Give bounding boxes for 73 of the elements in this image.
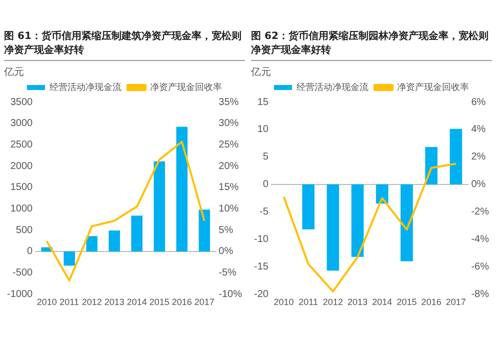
bar — [326, 184, 340, 271]
x-tick-label: 2015 — [396, 297, 417, 308]
y2-tick-label: -6% — [471, 261, 490, 272]
bar — [351, 184, 364, 257]
x-tick-label: 2014 — [126, 297, 147, 308]
x-tick-label: 2017 — [446, 297, 466, 308]
x-tick-label: 2013 — [348, 297, 368, 308]
bar — [64, 251, 75, 266]
y2-tick-label: 0% — [218, 246, 234, 258]
x-tick-label: 2015 — [149, 297, 170, 308]
y2-tick-label: 20% — [218, 160, 239, 172]
bar — [176, 126, 188, 252]
y-tick-label: 1500 — [10, 182, 34, 194]
x-tick-label: 2010 — [274, 297, 294, 308]
y-tick-label: -15 — [254, 261, 269, 272]
y-tick-label: 2500 — [10, 139, 34, 150]
bar — [302, 184, 314, 230]
x-tick-label: 2017 — [194, 297, 214, 308]
x-tick-label: 2011 — [60, 297, 80, 308]
y-tick-label: 0 — [27, 246, 34, 258]
bar — [400, 184, 413, 262]
chart-title: 图 62：货币信用紧缩压制园林净资产现金率，宽松则净资产现金率好转 — [251, 30, 492, 61]
y2-tick-label: 10% — [218, 204, 239, 215]
legend-label: 经营活动净现金流 — [50, 82, 122, 92]
legend-label: 经营活动净现金流 — [296, 82, 368, 92]
bar — [425, 147, 438, 184]
y2-tick-label: -10% — [218, 288, 242, 300]
chart-title: 图 61：货币信用紧缩压制建筑净资产现金率，宽松则净资产现金率好转 — [4, 30, 245, 61]
y2-tick-label: -2% — [471, 206, 490, 218]
y-tick-label: -5 — [260, 206, 269, 218]
y-tick-label: 2000 — [10, 160, 34, 172]
y-tick-label: 5 — [262, 152, 269, 163]
y2-tick-label: 5% — [218, 224, 234, 236]
y2-tick-label: -4% — [471, 234, 490, 246]
y2-tick-label: 2% — [471, 152, 486, 163]
legend-label: 净资产现金回收率 — [397, 82, 469, 92]
y-axis-title: 亿元 — [4, 66, 25, 78]
bar — [131, 216, 142, 252]
x-tick-label: 2011 — [298, 297, 318, 308]
y2-tick-label: 4% — [471, 124, 486, 136]
y-tick-label: -20 — [254, 288, 269, 300]
y-tick-label: -1000 — [7, 288, 34, 300]
x-tick-label: 2013 — [104, 297, 124, 308]
y-tick-label: 10 — [257, 124, 269, 136]
y-tick-label: 0 — [262, 179, 269, 190]
bar — [450, 128, 462, 184]
bar — [108, 230, 120, 252]
y2-tick-label: -8% — [471, 288, 490, 300]
bar — [154, 161, 166, 252]
y2-tick-label: 6% — [471, 96, 486, 108]
x-tick-label: 2016 — [172, 297, 192, 308]
y2-tick-label: 30% — [218, 118, 239, 130]
x-tick-label: 2010 — [36, 297, 57, 308]
y-tick-label: 3500 — [10, 96, 34, 108]
y-tick-label: 3000 — [10, 118, 34, 130]
x-tick-label: 2016 — [421, 297, 442, 308]
legend-label: 净资产现金回收率 — [150, 82, 222, 92]
x-tick-label: 2012 — [82, 297, 102, 308]
y-tick-label: -500 — [12, 268, 34, 279]
x-tick-label: 2012 — [322, 297, 343, 308]
y2-tick-label: 0% — [471, 179, 486, 190]
bar — [86, 236, 98, 252]
y-axis-title: 亿元 — [251, 66, 272, 78]
y-tick-label: 1000 — [10, 204, 34, 215]
bar — [198, 210, 210, 252]
y-tick-label: 500 — [16, 224, 34, 236]
y2-tick-label: 25% — [218, 139, 239, 150]
y2-tick-label: -5% — [218, 268, 237, 279]
y2-tick-label: 35% — [218, 96, 239, 108]
x-tick-label: 2014 — [372, 297, 392, 308]
y-tick-label: 15 — [257, 96, 269, 108]
y2-tick-label: 15% — [218, 182, 239, 194]
y-tick-label: -10 — [254, 234, 269, 246]
